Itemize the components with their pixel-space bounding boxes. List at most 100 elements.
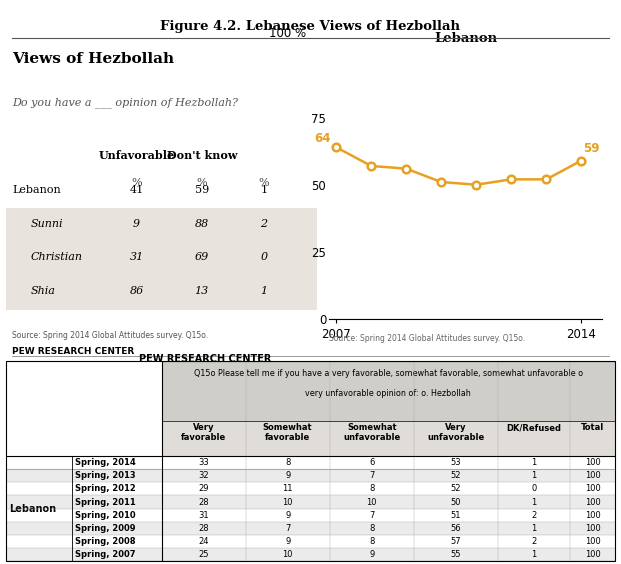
Bar [6, 482, 615, 496]
Text: Spring, 2013: Spring, 2013 [75, 472, 136, 481]
Text: %: % [196, 178, 207, 188]
Text: Do you have a ___ opinion of Hezbollah?: Do you have a ___ opinion of Hezbollah? [12, 98, 238, 108]
Text: 9: 9 [285, 510, 290, 519]
Text: 100: 100 [585, 510, 601, 519]
Text: 59: 59 [583, 142, 600, 155]
Text: Source: Spring 2014 Global Attitudes survey. Q15o.: Source: Spring 2014 Global Attitudes sur… [12, 331, 209, 340]
Text: 100: 100 [585, 458, 601, 467]
Text: 7: 7 [369, 510, 374, 519]
Text: 1: 1 [260, 287, 268, 296]
Text: 57: 57 [450, 537, 461, 546]
Bar [6, 509, 615, 522]
Text: Figure 4.2. Lebanese Views of Hezbollah: Figure 4.2. Lebanese Views of Hezbollah [160, 20, 461, 33]
Text: 8: 8 [369, 484, 374, 494]
Text: 53: 53 [450, 458, 461, 467]
Bar [161, 421, 615, 456]
Text: DK/Refused: DK/Refused [507, 423, 561, 432]
Text: 9: 9 [285, 537, 290, 546]
Text: 56: 56 [450, 524, 461, 533]
Text: Q15o Please tell me if you have a very favorable, somewhat favorable, somewhat u: Q15o Please tell me if you have a very f… [194, 369, 582, 378]
Text: 31: 31 [130, 253, 143, 262]
Text: 1: 1 [532, 472, 537, 481]
Text: Spring, 2010: Spring, 2010 [75, 510, 136, 519]
Text: 1: 1 [532, 550, 537, 559]
Text: 7: 7 [369, 472, 374, 481]
Text: 6: 6 [369, 458, 374, 467]
Text: Lebanon: Lebanon [9, 504, 57, 514]
Text: Shia: Shia [31, 287, 56, 296]
Text: Spring, 2008: Spring, 2008 [75, 537, 136, 546]
Text: 2: 2 [532, 537, 537, 546]
Text: 52: 52 [450, 472, 461, 481]
Text: 52: 52 [450, 484, 461, 494]
Text: Views of Hezbollah: Views of Hezbollah [12, 51, 175, 65]
Bar [6, 535, 615, 548]
Text: Spring, 2009: Spring, 2009 [75, 524, 136, 533]
Text: Don't know: Don't know [166, 150, 237, 161]
Text: 50: 50 [450, 497, 461, 506]
Text: 100: 100 [585, 484, 601, 494]
Text: Sunni: Sunni [31, 219, 63, 228]
Text: 32: 32 [198, 472, 209, 481]
Text: 0: 0 [532, 484, 537, 494]
Text: 100: 100 [585, 472, 601, 481]
Text: 28: 28 [198, 497, 209, 506]
Text: Total: Total [581, 423, 604, 432]
Text: 1: 1 [532, 458, 537, 467]
Text: 1: 1 [260, 185, 268, 195]
Text: 100: 100 [585, 537, 601, 546]
Text: %: % [131, 178, 142, 188]
Bar [6, 456, 615, 469]
Text: 2: 2 [260, 219, 268, 228]
Text: Source: Spring 2014 Global Attitudes survey. Q15o.: Source: Spring 2014 Global Attitudes sur… [329, 334, 525, 343]
Bar [6, 548, 615, 561]
Text: 86: 86 [130, 287, 143, 296]
Text: Christian: Christian [31, 253, 83, 262]
Text: 8: 8 [369, 524, 374, 533]
Text: 51: 51 [450, 510, 461, 519]
Text: 11: 11 [283, 484, 293, 494]
Text: Lebanon: Lebanon [12, 185, 61, 195]
Bar [6, 496, 615, 509]
Text: 9: 9 [133, 219, 140, 228]
Text: 88: 88 [195, 219, 209, 228]
Text: Spring, 2014: Spring, 2014 [75, 458, 136, 467]
Bar [161, 361, 615, 421]
Bar [6, 208, 317, 242]
Text: 55: 55 [450, 550, 461, 559]
Text: 2: 2 [532, 510, 537, 519]
Text: 9: 9 [369, 550, 374, 559]
Text: 9: 9 [285, 472, 290, 481]
Bar [6, 242, 317, 276]
Text: 13: 13 [195, 287, 209, 296]
Text: Somewhat
favorable: Somewhat favorable [263, 423, 312, 442]
Text: 41: 41 [130, 185, 143, 195]
Text: Spring, 2011: Spring, 2011 [75, 497, 136, 506]
Text: 69: 69 [195, 253, 209, 262]
Text: 100: 100 [585, 524, 601, 533]
Text: Very
favorable: Very favorable [181, 423, 226, 442]
Text: 25: 25 [199, 550, 209, 559]
Text: %: % [258, 178, 270, 188]
Text: Spring, 2007: Spring, 2007 [75, 550, 136, 559]
Text: 100: 100 [585, 550, 601, 559]
Text: 1: 1 [532, 524, 537, 533]
Text: Spring, 2012: Spring, 2012 [75, 484, 136, 494]
Text: 7: 7 [285, 524, 291, 533]
Text: Unfavorable: Unfavorable [99, 150, 175, 161]
Text: 100 %: 100 % [269, 27, 306, 40]
Title: Lebanon: Lebanon [434, 32, 497, 46]
Text: 31: 31 [198, 510, 209, 519]
Text: 24: 24 [199, 537, 209, 546]
Text: PEW RESEARCH CENTER: PEW RESEARCH CENTER [138, 354, 271, 364]
Text: 10: 10 [283, 497, 293, 506]
Text: 29: 29 [199, 484, 209, 494]
Text: Very
unfavorable: Very unfavorable [427, 423, 484, 442]
Bar [6, 522, 615, 535]
Text: 28: 28 [198, 524, 209, 533]
Text: PEW RESEARCH CENTER: PEW RESEARCH CENTER [12, 347, 135, 356]
Text: 100: 100 [585, 497, 601, 506]
Text: 0: 0 [260, 253, 268, 262]
Text: 10: 10 [366, 497, 377, 506]
Bar [6, 469, 615, 482]
